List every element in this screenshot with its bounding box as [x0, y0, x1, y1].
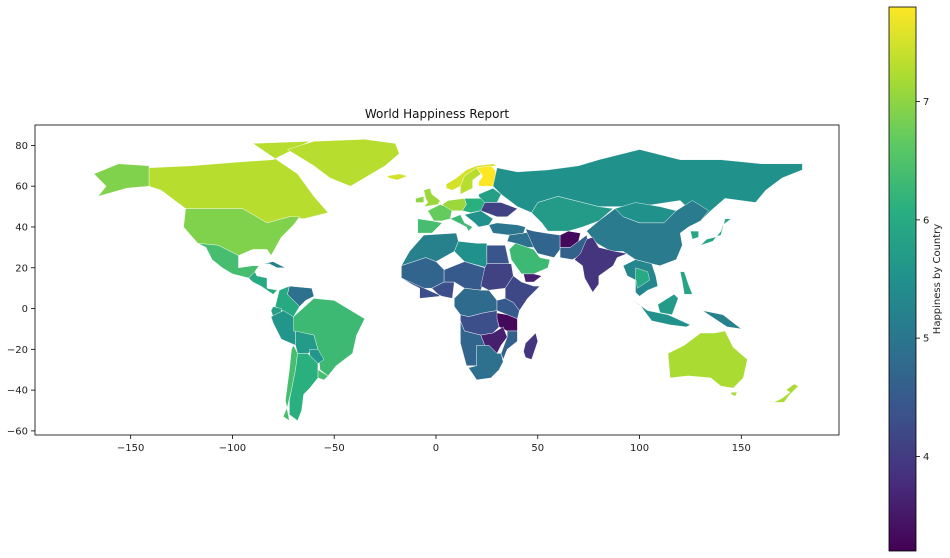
- region-malaysia-indonesia: [629, 298, 691, 328]
- region-canada: [148, 141, 329, 224]
- region-ireland: [415, 196, 424, 203]
- x-tick-label: 100: [630, 443, 649, 454]
- region-iberia: [417, 218, 443, 234]
- region-cuba: [262, 261, 286, 268]
- region-greenland-area: [286, 139, 400, 187]
- y-tick-label: −60: [7, 426, 28, 437]
- y-tick-label: −40: [7, 386, 28, 397]
- region-paraguay: [309, 349, 325, 364]
- region-saudi-arabia-gulf: [509, 243, 551, 275]
- y-tick-label: 60: [15, 182, 28, 193]
- x-axis-ticks: −150 −100 −50 0 50 100 150: [117, 435, 751, 454]
- region-tasmania: [730, 392, 738, 397]
- y-tick-label: 0: [22, 304, 28, 315]
- y-tick-label: 80: [15, 141, 28, 152]
- colorbar-gradient: [889, 7, 916, 551]
- colorbar-frame: [888, 6, 917, 552]
- region-new-zealand: [773, 383, 799, 403]
- y-axis-ticks: −60 −40 −20 0 20 40 60 80: [7, 141, 35, 437]
- region-australia: [667, 330, 748, 389]
- x-tick-label: −150: [117, 443, 144, 454]
- y-tick-label: −20: [7, 345, 28, 356]
- region-argentina: [289, 353, 319, 422]
- colorbar-tick-label: 5: [923, 334, 929, 345]
- region-ukraine: [480, 202, 518, 218]
- region-egypt: [486, 245, 510, 264]
- region-turkey: [488, 222, 526, 236]
- region-japan: [700, 218, 732, 246]
- region-yemen: [523, 273, 543, 283]
- region-italy: [449, 214, 473, 232]
- x-tick-label: −100: [219, 443, 246, 454]
- region-south-africa-botswana: [468, 345, 504, 381]
- colorbar-tick-label: 7: [923, 97, 929, 108]
- colorbar-tick-label: 4: [923, 452, 929, 463]
- region-east-africa: [496, 298, 520, 320]
- x-tick-label: 150: [732, 443, 751, 454]
- region-philippines: [679, 271, 693, 295]
- colorbar-ticks: 4 5 6 7: [916, 97, 929, 463]
- chart-title: World Happiness Report: [365, 107, 510, 121]
- region-korea: [690, 230, 699, 240]
- region-madagascar: [523, 332, 539, 360]
- region-borneo: [657, 294, 679, 315]
- country-regions: [93, 139, 803, 422]
- region-west-africa-coast: [401, 277, 455, 299]
- region-iceland: [386, 173, 409, 181]
- region-india: [574, 236, 629, 293]
- region-new-guinea: [702, 310, 743, 330]
- y-tick-label: 20: [15, 263, 28, 274]
- x-tick-label: 0: [433, 443, 439, 454]
- x-tick-label: −50: [324, 443, 345, 454]
- map-axes-frame: [34, 124, 840, 436]
- region-thailand: [635, 267, 650, 289]
- region-central-america: [248, 271, 278, 295]
- region-middle-east: [506, 230, 534, 248]
- colorbar-tick-label: 6: [923, 215, 929, 226]
- region-mozambique: [500, 330, 518, 361]
- colorbar-label: Happiness by Country: [932, 224, 943, 334]
- region-alaska: [93, 163, 150, 197]
- y-tick-label: 40: [15, 222, 28, 233]
- region-china: [586, 200, 709, 266]
- x-tick-label: 50: [531, 443, 544, 454]
- region-united-kingdom: [423, 187, 441, 207]
